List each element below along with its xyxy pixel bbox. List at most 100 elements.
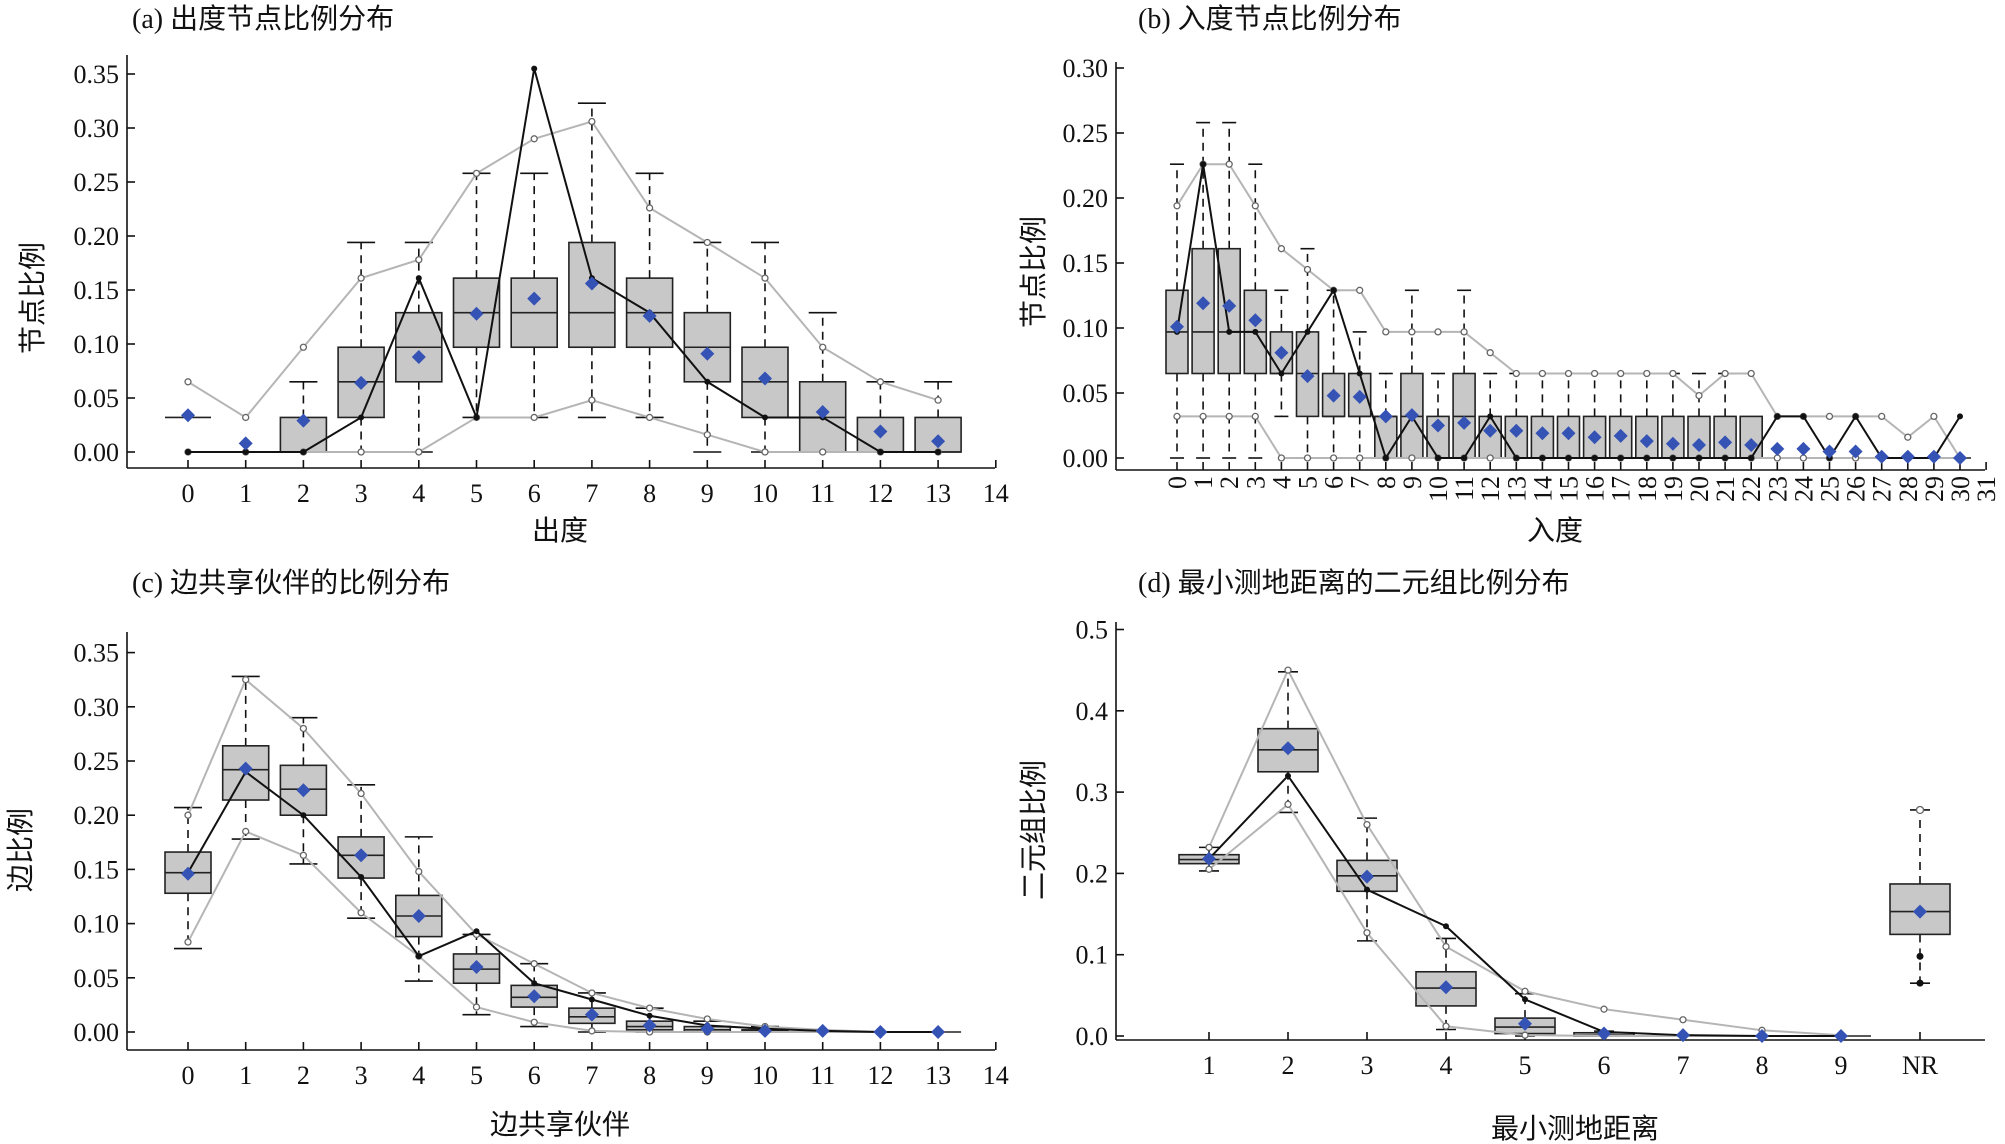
mean-marker (1248, 313, 1263, 328)
panel-c: (c) 边共享伙伴的比例分布 边共享伙伴 边比例 0.00 0.05 0.10 0.1… (5, 567, 1009, 1141)
mean-marker (238, 436, 253, 451)
mean-marker (1665, 436, 1680, 451)
x-tick-label: 0 (182, 479, 195, 508)
observed-line-point (358, 873, 365, 880)
panel-b-ylabel: 节点比例 (1018, 216, 1050, 328)
x-tick-label: 11 (1450, 476, 1479, 501)
x-tick-label: 13 (925, 1061, 951, 1090)
max-line-point (1590, 369, 1599, 378)
y-tick-label: 0.30 (74, 693, 120, 722)
x-tick-label: 28 (1894, 476, 1923, 502)
x-tick-label: 30 (1946, 476, 1975, 502)
mean-marker (1639, 434, 1654, 449)
mean-marker (700, 346, 715, 361)
observed-line-point (415, 275, 422, 282)
max-line-point (1225, 160, 1233, 168)
y-tick-label: 0.0 (1076, 1022, 1109, 1051)
y-tick-label: 0.35 (74, 639, 120, 668)
max-line-point (415, 256, 423, 264)
mean-marker (527, 291, 542, 306)
x-tick-label: 2 (297, 479, 310, 508)
observed-line-point (588, 996, 595, 1003)
max-line-point (1600, 1005, 1608, 1013)
observed-line-point (1356, 370, 1363, 377)
mean-marker (1692, 438, 1706, 452)
max-line-point (1521, 987, 1529, 995)
max-line-point (1460, 328, 1468, 336)
y-tick-label: 0.5 (1076, 616, 1109, 645)
max-line-point (1442, 942, 1450, 951)
x-tick-label: 5 (470, 479, 483, 508)
observed-line-point (1200, 161, 1207, 168)
x-tick-label: 2 (297, 1061, 310, 1090)
mean-marker (1926, 449, 1941, 464)
x-tick-label: 19 (1659, 476, 1688, 502)
observed-line-point (1443, 923, 1449, 930)
x-tick-label: 12 (1476, 476, 1505, 502)
min-line-point (357, 448, 365, 456)
y-tick-label: 0.2 (1076, 859, 1109, 888)
x-tick-label: 7 (1346, 476, 1375, 489)
mean-marker (1222, 298, 1237, 313)
x-tick-label: 9 (701, 1061, 714, 1090)
mean-marker (1874, 449, 1889, 464)
y-tick-label: 0.20 (1063, 184, 1109, 213)
observed-line (187, 770, 939, 1033)
y-tick-label: 0.10 (1063, 314, 1109, 343)
y-tick-label: 0.00 (74, 438, 120, 467)
y-tick-label: 0.25 (1063, 119, 1109, 148)
max-line-point (1251, 202, 1259, 210)
observed-line-point (1617, 455, 1624, 461)
panel-b-title: (b) 入度节点比例分布 (1138, 3, 1402, 35)
y-tick-label: 0.15 (74, 276, 120, 305)
panel-c-title: (c) 边共享伙伴的比例分布 (132, 567, 450, 599)
min-line-point (242, 827, 250, 836)
max-line-point (703, 1015, 711, 1023)
observed-line-point (1522, 996, 1528, 1003)
min-line-point (1356, 454, 1364, 462)
mean-marker (1431, 418, 1445, 433)
max-line-point (819, 343, 827, 351)
max-line-point (1356, 286, 1364, 294)
max-line-point (1538, 369, 1547, 378)
mean-marker (1274, 345, 1289, 360)
max-line-point (1904, 433, 1912, 441)
x-tick-label: 22 (1737, 476, 1766, 502)
max-line-point (876, 378, 885, 386)
max-line-point (934, 396, 942, 404)
max-line-point (472, 169, 481, 178)
x-tick-label: 26 (1842, 476, 1871, 502)
min-line-point (1251, 412, 1259, 421)
min-line-point (1442, 1022, 1450, 1030)
min-line-point (299, 851, 308, 859)
min-line-point (1521, 1031, 1529, 1039)
mean-marker (354, 375, 369, 390)
observed-line-point (1382, 455, 1389, 461)
mean-marker (700, 1021, 715, 1036)
x-tick-label: NR (1902, 1051, 1939, 1080)
x-tick-label: 6 (1598, 1051, 1611, 1080)
observed-line-point (1330, 287, 1337, 294)
x-tick-label: 11 (810, 1061, 835, 1090)
x-tick-label: 14 (1528, 476, 1557, 502)
mean-marker (181, 866, 195, 881)
y-tick-label: 0.15 (74, 855, 120, 884)
observed-line-point (531, 65, 538, 72)
y-tick-label: 0.25 (74, 747, 120, 776)
panel-a-title: (a) 出度节点比例分布 (132, 3, 394, 35)
mean-marker (1535, 426, 1550, 441)
x-tick-label: 20 (1685, 476, 1714, 502)
mean-marker (1597, 1026, 1611, 1041)
x-tick-label: 4 (1267, 476, 1296, 489)
max-line-point (1277, 245, 1286, 253)
min-line (188, 399, 939, 453)
mean-marker (1326, 388, 1341, 403)
x-tick-label: 16 (1581, 476, 1610, 502)
y-tick-label: 0.15 (1063, 249, 1109, 278)
max-line-point (530, 960, 538, 968)
x-tick-label: 15 (1555, 476, 1584, 502)
observed-line-point (1852, 413, 1859, 420)
x-tick-label: 10 (1424, 476, 1453, 502)
x-tick-label: 12 (867, 479, 893, 508)
